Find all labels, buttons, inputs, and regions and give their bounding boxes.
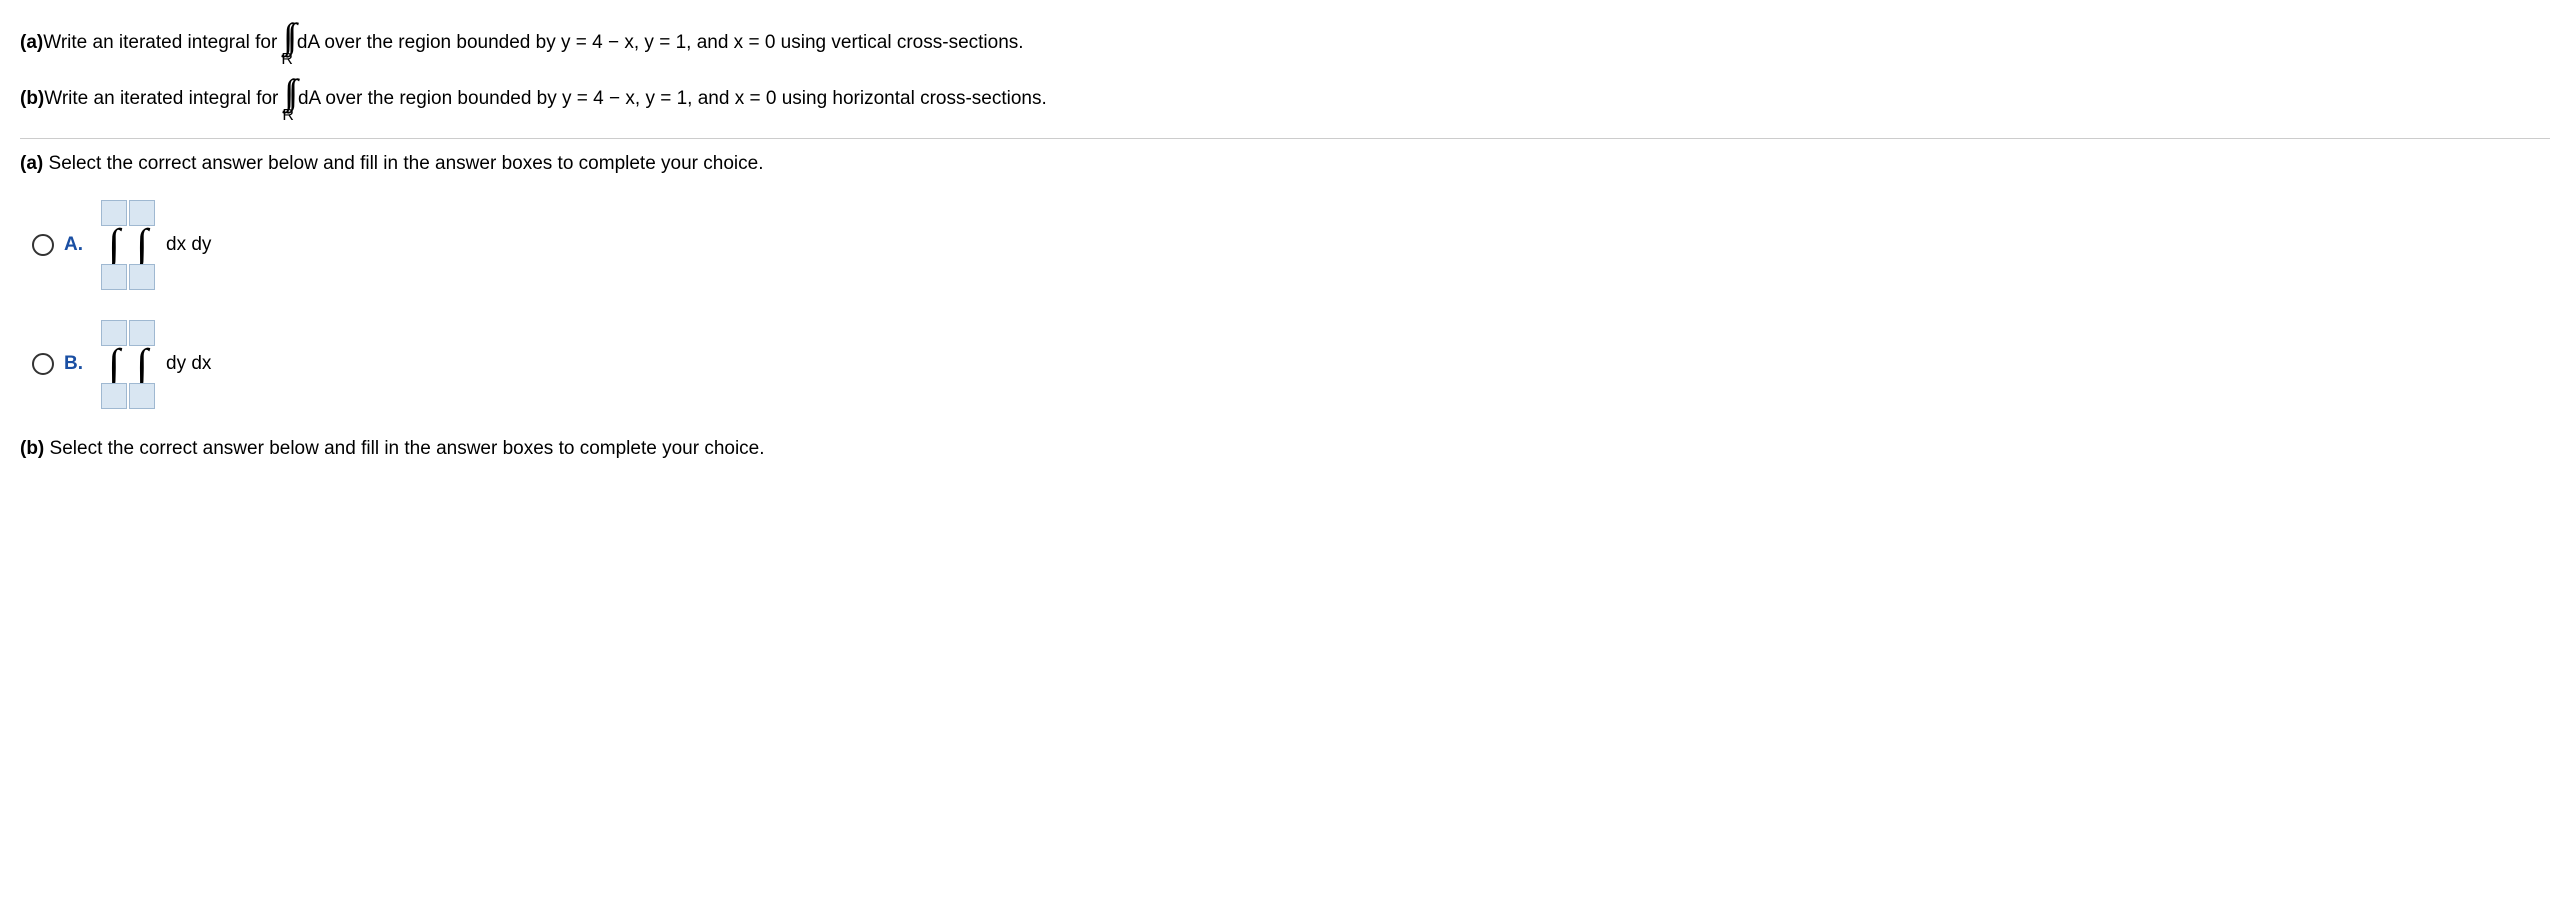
double-integral-b: ∫∫ R [282,74,294,124]
part-label-b: (b) [20,88,44,110]
choice-b-row: B. ∫ ∫ dy dx [32,319,2550,411]
section-b-instruction: (b) Select the correct answer below and … [20,438,2550,460]
choice-a-outer-lower[interactable] [101,264,127,290]
choice-b-inner-lower[interactable] [129,383,155,409]
section-a-instruction: (a) Select the correct answer below and … [20,153,2550,175]
text-before-a: Write an iterated integral for [43,32,277,54]
problem-part-a: (a) Write an iterated integral for ∫∫ R … [20,18,2550,68]
choice-a-row: A. ∫ ∫ dx dy [32,199,2550,291]
part-label-a: (a) [20,32,43,54]
choice-a-inner-lower[interactable] [129,264,155,290]
choice-a-differential: dx dy [166,234,211,256]
section-a-text: Select the correct answer below and fill… [49,153,764,174]
choice-b-expression: ∫ ∫ dy dx [100,319,211,411]
radio-choice-b[interactable] [32,353,54,375]
section-b-text: Select the correct answer below and fill… [50,438,765,459]
choice-a-expression: ∫ ∫ dx dy [100,199,211,291]
integral-icon: ∫ [136,345,148,385]
section-b-label: (b) [20,438,44,459]
text-before-b: Write an iterated integral for [44,88,278,110]
integral-icon: ∫ [108,225,120,265]
choice-b-label: B. [64,353,86,375]
integral-icon: ∫ [136,225,148,265]
section-a-label: (a) [20,153,43,174]
choice-b-outer-lower[interactable] [101,383,127,409]
radio-choice-a[interactable] [32,234,54,256]
choice-b-differential: dy dx [166,353,211,375]
problem-part-b: (b) Write an iterated integral for ∫∫ R … [20,74,2550,124]
integral-icon: ∫ [108,345,120,385]
double-integral-a: ∫∫ R [281,18,293,68]
text-after-a: dA over the region bounded by y = 4 − x,… [297,32,1024,54]
choice-a-label: A. [64,234,86,256]
text-after-b: dA over the region bounded by y = 4 − x,… [298,88,1047,110]
separator [20,138,2550,139]
